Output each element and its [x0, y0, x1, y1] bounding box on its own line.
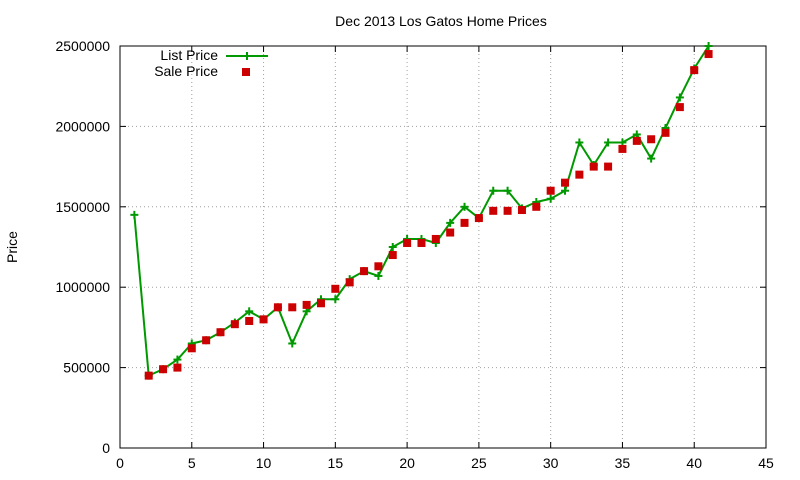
sale-price-point — [460, 218, 469, 227]
y-axis-ticks: 0 500000 1000000 1500000 2000000 2500000 — [55, 38, 766, 456]
sale-price-point — [273, 303, 282, 312]
sale-price-point — [288, 303, 297, 312]
y-tick-label: 0 — [102, 440, 110, 456]
grid-lines — [120, 46, 766, 448]
x-tick-label: 30 — [543, 455, 559, 471]
list-price-point — [374, 271, 383, 280]
sale-price-point — [546, 186, 555, 195]
list-price-point — [546, 194, 555, 203]
sale-price-point — [173, 363, 182, 372]
legend-label-sale-price: Sale Price — [154, 63, 218, 79]
sale-price-point — [245, 316, 254, 325]
list-price-point — [245, 307, 254, 316]
sale-price-point — [517, 206, 526, 215]
sale-price-point — [704, 50, 713, 59]
y-tick-label: 1000000 — [55, 279, 110, 295]
legend-marker-list-price — [243, 52, 251, 60]
sale-price-point — [561, 178, 570, 187]
sale-price-point — [216, 328, 225, 337]
list-price-point — [704, 42, 713, 50]
x-tick-label: 0 — [116, 455, 124, 471]
sale-price-point — [446, 228, 455, 237]
sale-price-point — [489, 206, 498, 215]
list-price-point — [575, 138, 584, 147]
sale-price-point — [144, 371, 153, 380]
plot-frame — [119, 45, 767, 449]
x-tick-label: 10 — [256, 455, 272, 471]
x-tick-label: 15 — [328, 455, 344, 471]
list-price-point — [675, 93, 684, 102]
y-tick-label: 500000 — [63, 360, 110, 376]
sale-price-point — [690, 66, 699, 75]
sale-price-point — [403, 238, 412, 247]
sale-price-point — [431, 234, 440, 243]
list-price-point — [561, 186, 570, 195]
chart-title: Dec 2013 Los Gatos Home Prices — [335, 13, 547, 29]
y-tick-label: 2000000 — [55, 118, 110, 134]
x-tick-label: 35 — [615, 455, 631, 471]
sale-price-point — [618, 144, 627, 153]
sale-price-point — [360, 267, 369, 276]
sale-price-point — [661, 128, 670, 137]
y-tick-label: 1500000 — [55, 199, 110, 215]
legend-label-list-price: List Price — [160, 47, 218, 63]
list-price-point — [647, 154, 656, 163]
sale-price-point — [388, 251, 397, 260]
sale-price-point — [675, 103, 684, 112]
list-price-point — [446, 218, 455, 227]
x-tick-label: 25 — [471, 455, 487, 471]
sale-price-point — [331, 284, 340, 293]
sale-price-point — [202, 336, 211, 345]
legend: List Price Sale Price — [154, 47, 268, 79]
list-price-point — [288, 339, 297, 348]
x-tick-label: 45 — [758, 455, 774, 471]
sale-price-point — [159, 365, 168, 374]
list-price-point — [460, 202, 469, 211]
x-tick-label: 20 — [399, 455, 415, 471]
sale-price-point — [474, 214, 483, 223]
legend-marker-sale-price — [242, 68, 250, 76]
sale-price-point — [230, 320, 239, 329]
list-price-point — [331, 295, 340, 304]
sale-price-point — [647, 135, 656, 144]
list-price-point — [604, 138, 613, 147]
list-price-point — [489, 186, 498, 195]
list-price-point — [173, 355, 182, 364]
sale-price-point — [302, 300, 311, 309]
sale-price-point — [316, 299, 325, 308]
sale-price-point — [575, 170, 584, 179]
list-price-point — [388, 243, 397, 251]
x-axis-ticks: 0 5 10 15 20 25 30 35 40 45 — [116, 46, 774, 471]
list-price-point — [130, 210, 139, 219]
sale-price-point — [632, 136, 641, 145]
sale-price-point — [345, 278, 354, 287]
sale-price-point — [532, 202, 541, 211]
sale-price-point — [417, 238, 426, 247]
sale-price-point — [187, 344, 196, 353]
y-axis-label: Price — [4, 231, 20, 263]
list-price-point — [503, 186, 512, 195]
sale-price-point — [503, 206, 512, 215]
x-tick-label: 40 — [686, 455, 702, 471]
sale-price-point — [259, 315, 268, 324]
sale-price-point — [604, 162, 613, 171]
data-series — [130, 42, 713, 380]
sale-price-point — [589, 162, 598, 171]
sale-price-point — [374, 262, 383, 271]
y-tick-label: 2500000 — [55, 38, 110, 54]
x-tick-label: 5 — [188, 455, 196, 471]
